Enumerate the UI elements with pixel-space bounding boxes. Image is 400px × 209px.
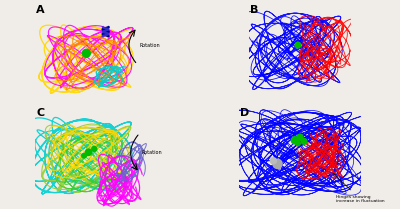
Circle shape	[82, 153, 86, 158]
Text: Rotation: Rotation	[139, 43, 160, 48]
Circle shape	[297, 134, 303, 140]
Text: D: D	[240, 108, 249, 118]
Circle shape	[270, 158, 276, 164]
Text: Rotation: Rotation	[142, 150, 162, 155]
Circle shape	[301, 139, 307, 144]
Circle shape	[291, 137, 298, 144]
Text: C: C	[36, 108, 44, 118]
Circle shape	[295, 42, 301, 48]
Circle shape	[82, 49, 90, 57]
Text: Hinges showing
increase in fluctuation: Hinges showing increase in fluctuation	[333, 173, 384, 203]
Text: B: B	[250, 5, 258, 15]
Circle shape	[92, 146, 97, 151]
Circle shape	[296, 141, 300, 146]
Circle shape	[273, 159, 282, 168]
Text: A: A	[36, 5, 45, 15]
Circle shape	[86, 149, 92, 155]
